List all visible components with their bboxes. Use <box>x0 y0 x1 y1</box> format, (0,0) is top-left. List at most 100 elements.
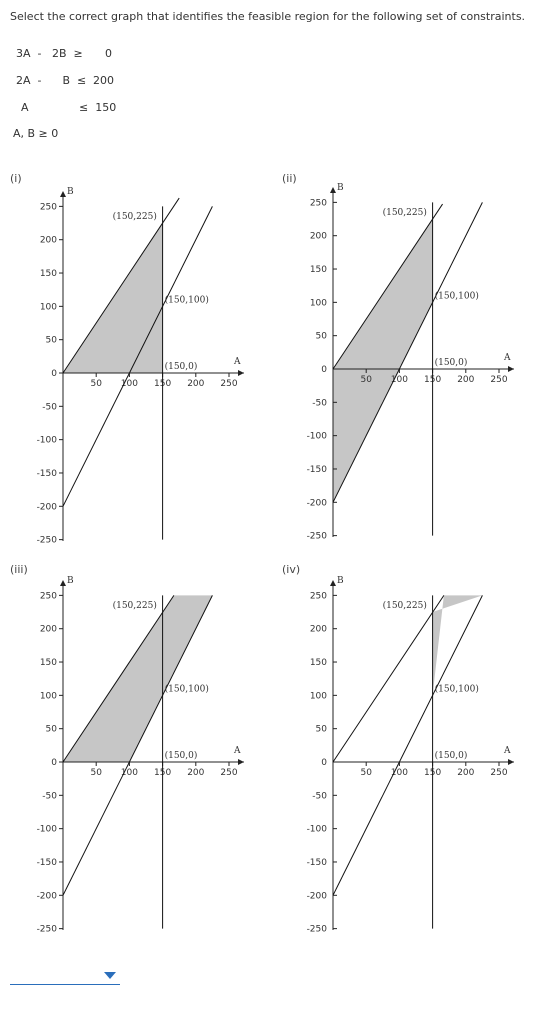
point-label-150-225: (150,225) <box>383 600 427 611</box>
feasible-region <box>333 219 433 503</box>
y-tick-label: -200 <box>307 891 328 901</box>
y-tick-label: 100 <box>40 691 57 701</box>
y-tick-label: -200 <box>307 498 328 508</box>
option-label-i: (i) <box>10 172 22 185</box>
y-tick-label: 50 <box>46 725 58 735</box>
y-tick-label: 150 <box>40 269 57 279</box>
chevron-down-icon <box>104 972 116 979</box>
x-tick-label: 200 <box>187 768 204 778</box>
point-label-150-225: (150,225) <box>383 207 427 218</box>
constraint-2-rhs: 200 <box>93 74 114 87</box>
y-tick-label: -150 <box>37 469 58 479</box>
x-tick-label: 250 <box>220 768 237 778</box>
x-tick-label: 250 <box>490 375 507 385</box>
x-axis-arrow <box>508 759 514 765</box>
y-tick-label: -250 <box>37 925 58 935</box>
constraint-2-lhs: 2A - B ≤ <box>16 74 87 87</box>
y-axis-label: B <box>337 576 344 586</box>
y-tick-label: 200 <box>40 625 57 635</box>
y-tick-label: 0 <box>51 758 57 768</box>
x-axis-arrow <box>238 370 244 376</box>
x-tick-label: 50 <box>90 768 102 778</box>
y-tick-label: -150 <box>37 858 58 868</box>
x-tick-label: 50 <box>90 379 102 389</box>
y-tick-label: -200 <box>37 891 58 901</box>
answer-dropdown[interactable] <box>10 966 120 985</box>
constraint-line-2 <box>332 202 483 503</box>
y-tick-label: 50 <box>316 332 328 342</box>
y-tick-label: -100 <box>307 432 328 442</box>
y-tick-label: -50 <box>312 398 327 408</box>
y-tick-label: 0 <box>51 369 57 379</box>
point-label-150-0: (150,0) <box>165 750 198 761</box>
y-tick-label: 200 <box>40 236 57 246</box>
x-axis-arrow <box>508 366 514 372</box>
x-tick-label: 200 <box>187 379 204 389</box>
y-axis-label: B <box>337 183 344 193</box>
y-tick-label: -100 <box>307 825 328 835</box>
point-label-150-100: (150,100) <box>165 683 209 694</box>
point-label-150-0: (150,0) <box>165 361 198 372</box>
y-tick-label: 250 <box>40 202 57 212</box>
y-tick-label: 150 <box>310 265 327 275</box>
constraint-line-2 <box>332 595 483 896</box>
option-label-iii: (iii) <box>10 563 28 576</box>
constraint-line-2 <box>62 206 213 507</box>
point-label-150-0: (150,0) <box>435 750 468 761</box>
y-tick-label: -150 <box>307 858 328 868</box>
constraint-line-2 <box>62 595 213 896</box>
constraint-1-rhs: 0 <box>105 47 112 60</box>
x-tick-label: 100 <box>391 768 408 778</box>
y-tick-label: 0 <box>321 758 327 768</box>
y-tick-label: -250 <box>307 532 328 542</box>
x-tick-label: 100 <box>391 375 408 385</box>
constraint-4: A, B ≥ 0 <box>13 127 59 140</box>
x-axis-label: A <box>503 353 511 363</box>
constraint-line-1 <box>62 595 175 763</box>
y-tick-label: -250 <box>307 925 328 935</box>
y-tick-label: -150 <box>307 465 328 475</box>
x-tick-label: 50 <box>360 375 372 385</box>
y-tick-label: 100 <box>310 298 327 308</box>
x-axis-arrow <box>238 759 244 765</box>
y-tick-label: 150 <box>310 658 327 668</box>
y-tick-label: -50 <box>42 791 57 801</box>
option-label-ii: (ii) <box>282 172 297 185</box>
y-axis-arrow <box>60 191 66 197</box>
y-tick-label: 250 <box>40 591 57 601</box>
y-tick-label: 200 <box>310 625 327 635</box>
y-tick-label: -250 <box>37 536 58 546</box>
x-tick-label: 250 <box>490 768 507 778</box>
y-tick-label: -100 <box>37 436 58 446</box>
x-tick-label: 250 <box>220 379 237 389</box>
y-tick-label: 100 <box>310 691 327 701</box>
y-tick-label: 50 <box>46 336 58 346</box>
y-axis-arrow <box>330 580 336 586</box>
y-tick-label: 100 <box>40 302 57 312</box>
constraint-line-1 <box>332 595 445 763</box>
y-tick-label: 150 <box>40 658 57 668</box>
point-label-150-100: (150,100) <box>435 290 479 301</box>
constraint-1-lhs: 3A - 2B ≥ <box>16 47 83 60</box>
constraint-line-1 <box>62 197 180 374</box>
x-tick-label: 50 <box>360 768 372 778</box>
y-tick-label: 200 <box>310 232 327 242</box>
y-axis-label: B <box>67 187 74 197</box>
feasible-region <box>63 595 213 762</box>
y-axis-label: B <box>67 576 74 586</box>
constraint-line-1 <box>332 203 443 370</box>
point-label-150-100: (150,100) <box>435 683 479 694</box>
x-tick-label: 200 <box>457 768 474 778</box>
constraint-3-lhs: A <box>21 101 29 114</box>
x-tick-label: 200 <box>457 375 474 385</box>
option-label-iv: (iv) <box>282 563 301 576</box>
y-tick-label: 250 <box>310 198 327 208</box>
x-tick-label: 100 <box>121 379 138 389</box>
y-tick-label: -200 <box>37 502 58 512</box>
y-axis-arrow <box>330 187 336 193</box>
constraint-3-rhs: ≤ 150 <box>79 101 117 114</box>
